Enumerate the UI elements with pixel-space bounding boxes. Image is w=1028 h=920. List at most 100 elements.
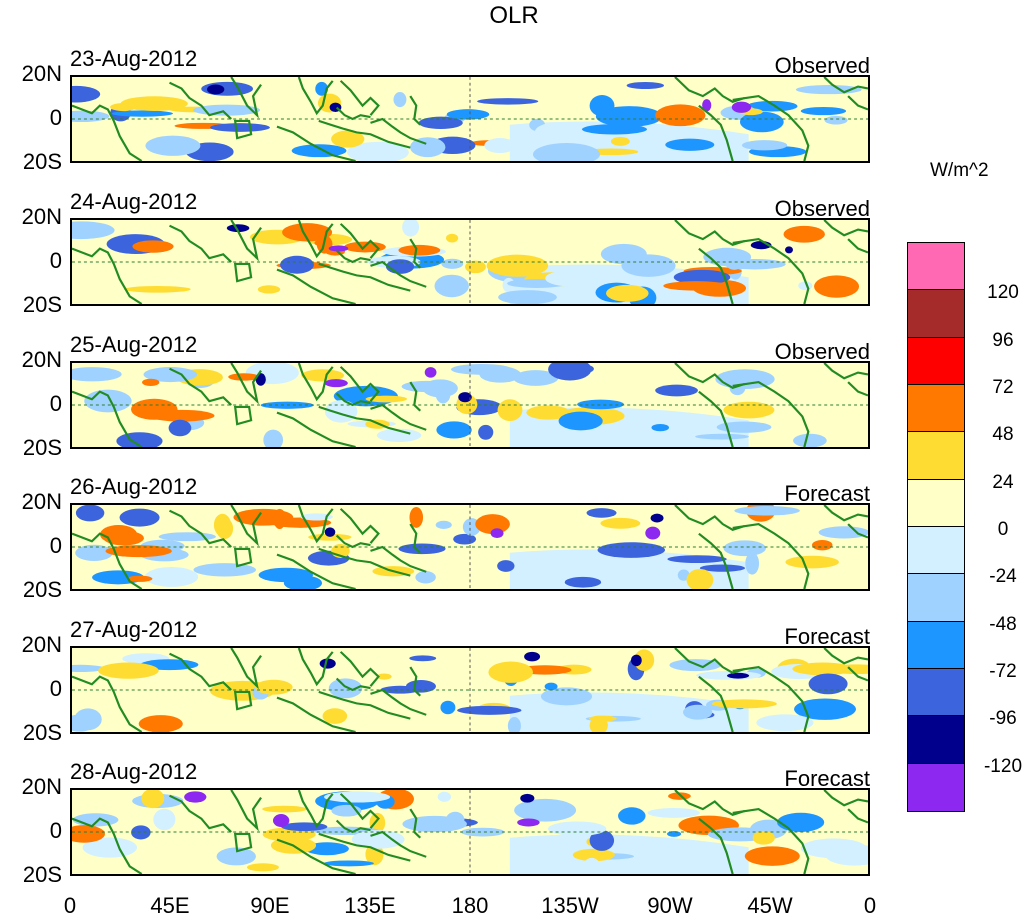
- colorbar-box: [908, 290, 964, 338]
- coastline: [847, 808, 868, 824]
- anomaly-blob: [577, 399, 625, 410]
- coastline: [318, 547, 411, 577]
- anomaly-blob: [741, 140, 788, 151]
- anomaly-blob: [418, 116, 463, 130]
- coastline: [674, 790, 745, 816]
- strong-anomaly-blob: [524, 651, 541, 662]
- anomaly-blob: [437, 791, 451, 802]
- coastline: [169, 367, 232, 406]
- colorbar-box: [908, 716, 964, 764]
- region-box: [233, 547, 253, 568]
- anomaly-blob: [589, 95, 615, 117]
- strong-anomaly-blob: [645, 526, 661, 540]
- colorbar-box: [908, 527, 964, 575]
- anomaly-blob: [153, 808, 176, 831]
- coastline: [732, 237, 810, 304]
- anomaly-field: [72, 648, 868, 732]
- colorbar-box: [908, 385, 964, 433]
- anomaly-blob: [498, 290, 557, 304]
- anomaly-blob: [663, 281, 729, 291]
- coastline: [72, 390, 143, 447]
- lon-label: 45E: [150, 893, 190, 918]
- anomaly-blob: [513, 370, 559, 386]
- strong-anomaly-blob: [517, 818, 540, 827]
- coastline: [72, 247, 143, 304]
- anomaly-blob: [610, 136, 630, 146]
- anomaly-blob: [435, 520, 452, 529]
- anomaly-blob: [606, 284, 649, 302]
- anomaly-blob: [398, 244, 441, 256]
- anomaly-blob: [723, 540, 766, 557]
- coastline: [698, 675, 734, 732]
- colorbar-label: -72: [989, 661, 1017, 682]
- anomaly-blob: [263, 429, 284, 447]
- anomaly-blob: [105, 545, 172, 558]
- anomaly-blob: [626, 81, 665, 90]
- anomaly-blob: [257, 285, 281, 294]
- anomaly-blob: [98, 662, 159, 679]
- lon-label: 180: [451, 893, 489, 918]
- coastline: [823, 505, 868, 522]
- anomaly-blob: [291, 144, 347, 158]
- panel-status: Observed: [774, 339, 870, 364]
- strong-anomaly-blob: [207, 84, 225, 95]
- coastline: [698, 390, 734, 447]
- anomaly-blob: [734, 505, 800, 516]
- anomaly-blob: [752, 831, 775, 845]
- anomaly-blob: [72, 367, 122, 382]
- anomaly-blob: [82, 837, 137, 858]
- anomaly-blob: [72, 813, 119, 827]
- coastline: [409, 95, 422, 126]
- coastline: [335, 677, 371, 692]
- anomaly-blob: [168, 419, 192, 437]
- anomaly-blob: [486, 254, 549, 277]
- anomaly-blob: [465, 260, 486, 274]
- anomaly-blob: [540, 687, 593, 706]
- panel-date: 25-Aug-2012: [70, 332, 198, 357]
- olr-map: [70, 75, 870, 163]
- anomaly-blob: [347, 141, 409, 161]
- colorbar-label: 120: [987, 282, 1019, 304]
- anomaly-blob: [132, 240, 174, 253]
- anomaly-blob: [634, 649, 655, 672]
- anomaly-blob: [213, 513, 232, 537]
- anomaly-blob: [558, 411, 603, 431]
- anomaly-blob: [103, 530, 144, 546]
- coastline: [230, 77, 262, 119]
- anomaly-blob: [409, 507, 424, 528]
- anomaly-blob: [120, 96, 188, 111]
- lon-label: 0: [63, 893, 77, 918]
- lat-label: 20N: [21, 61, 62, 86]
- coastline: [230, 505, 262, 547]
- lon-label: 45W: [747, 893, 793, 918]
- coastline: [318, 832, 411, 862]
- coastline: [318, 405, 411, 435]
- strong-anomaly-blob: [424, 367, 437, 378]
- anomaly-blob: [677, 569, 690, 581]
- anomaly-field: [72, 77, 868, 161]
- strong-anomaly-blob: [324, 379, 348, 388]
- lat-label: 20S: [22, 149, 62, 174]
- map-panel-4: 26-Aug-2012 Forecast 20N 0 20S: [22, 474, 870, 601]
- anomaly-blob: [144, 567, 199, 587]
- coastline: [674, 220, 745, 246]
- coastline: [297, 648, 334, 687]
- coastline: [370, 688, 427, 716]
- coastline: [732, 94, 810, 161]
- anomaly-blob: [300, 513, 333, 521]
- anomaly-blob: [460, 827, 505, 837]
- panel-date: 23-Aug-2012: [70, 46, 198, 71]
- lon-label: 0: [863, 893, 877, 918]
- coastline: [698, 104, 734, 161]
- anomaly-blob: [665, 138, 715, 151]
- coastline: [230, 790, 262, 832]
- lat-label: 20S: [22, 720, 62, 745]
- anomaly-blob: [800, 106, 847, 116]
- anomaly-blob: [777, 812, 825, 832]
- lat-label: 20N: [21, 632, 62, 657]
- anomaly-blob: [142, 378, 160, 387]
- coastline: [823, 648, 868, 665]
- region-box: [233, 119, 253, 140]
- panel-status: Forecast: [784, 624, 870, 649]
- anomaly-field: [72, 790, 868, 874]
